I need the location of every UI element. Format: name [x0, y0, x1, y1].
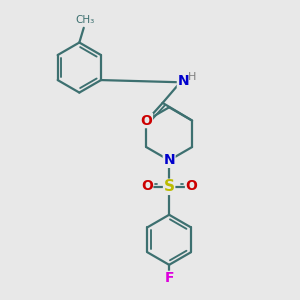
- Text: N: N: [163, 153, 175, 167]
- Text: O: O: [140, 114, 152, 128]
- Text: F: F: [164, 272, 174, 285]
- Text: H: H: [188, 72, 196, 82]
- Text: CH₃: CH₃: [75, 15, 94, 26]
- Text: N: N: [177, 74, 189, 88]
- Text: S: S: [164, 179, 175, 194]
- Text: O: O: [141, 179, 153, 193]
- Text: O: O: [186, 179, 197, 193]
